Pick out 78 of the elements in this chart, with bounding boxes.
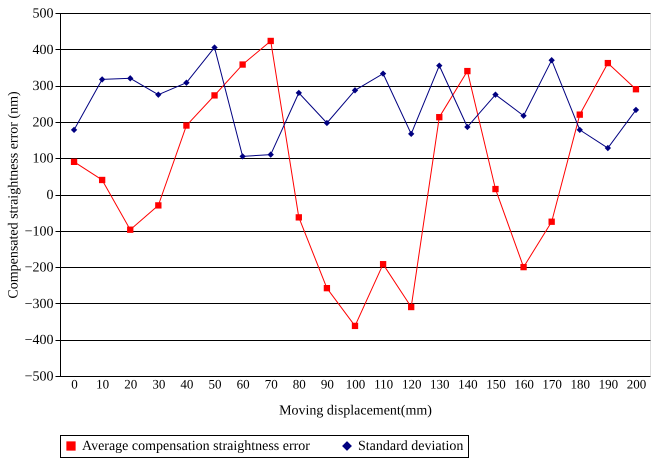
point	[408, 304, 414, 310]
point	[380, 261, 386, 268]
point	[211, 92, 218, 99]
x-tick-label: 80	[292, 376, 306, 392]
x-tick-label: 90	[320, 376, 334, 392]
point	[155, 92, 162, 98]
point	[464, 124, 471, 130]
point	[268, 38, 274, 44]
point	[380, 70, 386, 77]
x-tick-label: 190	[598, 376, 618, 392]
point	[98, 176, 106, 184]
x-tick-label: 10	[96, 376, 110, 392]
point	[492, 92, 499, 98]
x-tick-label: 30	[152, 376, 166, 392]
x-tick-label: 0	[71, 376, 78, 392]
x-tick-label: 40	[180, 376, 194, 392]
point	[70, 126, 78, 134]
point	[296, 214, 302, 221]
point	[548, 57, 555, 64]
point	[548, 218, 555, 225]
point	[352, 87, 358, 94]
x-tick-label: 200	[626, 376, 646, 392]
point	[632, 106, 640, 114]
point	[604, 60, 612, 66]
point	[492, 186, 499, 192]
point	[98, 76, 106, 83]
point	[520, 264, 527, 270]
point	[127, 226, 134, 233]
x-tick-label: 70	[264, 376, 278, 392]
point	[155, 202, 162, 209]
y-tick-label: 100	[32, 152, 54, 167]
x-tick-label: 50	[208, 376, 222, 392]
legend-label: Standard deviation	[358, 439, 464, 454]
legend-label: Average compensation straightness error	[82, 439, 310, 454]
y-tick-label: −300	[24, 296, 54, 312]
x-tick-label: 160	[514, 376, 534, 392]
y-tick-label: 300	[32, 79, 54, 94]
y-tick-label: 400	[32, 42, 54, 58]
x-tick-label: 20	[124, 376, 138, 392]
x-tick-label: 120	[402, 376, 422, 392]
point	[436, 114, 442, 120]
point	[183, 122, 190, 129]
point	[239, 153, 246, 160]
y-tick-label: 500	[32, 6, 54, 22]
point	[296, 90, 302, 96]
point	[183, 80, 190, 86]
x-tick-label: 60	[236, 376, 250, 392]
x-tick-label: 110	[374, 376, 394, 392]
point	[408, 130, 414, 138]
x-tick-label: 170	[542, 376, 562, 392]
point	[324, 120, 330, 126]
y-axis-title: Compensated straightness error (nm)	[6, 91, 22, 299]
x-tick-label: 180	[570, 376, 590, 392]
point	[352, 322, 358, 330]
y-tick-label: −200	[24, 260, 54, 276]
point	[70, 158, 78, 165]
x-tick-label: 100	[346, 376, 366, 392]
x-tick-label: 150	[486, 376, 506, 392]
point	[576, 126, 583, 134]
point	[632, 86, 640, 92]
point	[520, 112, 527, 119]
point	[464, 68, 471, 74]
y-tick-label: −400	[24, 333, 54, 348]
point	[239, 61, 246, 68]
x-tick-label: 140	[458, 376, 478, 392]
point	[324, 284, 330, 292]
x-tick-label: 130	[430, 376, 450, 392]
y-tick-label: −500	[24, 370, 54, 384]
point	[268, 151, 274, 158]
point	[436, 62, 442, 69]
y-tick-label: −100	[24, 224, 54, 240]
point	[127, 75, 134, 82]
point	[211, 44, 218, 51]
point	[604, 144, 612, 152]
point	[576, 111, 583, 118]
y-tick-label: 200	[32, 115, 54, 130]
x-axis-title: Moving displacement(mm)	[279, 404, 432, 418]
y-tick-label: 0	[46, 188, 54, 203]
